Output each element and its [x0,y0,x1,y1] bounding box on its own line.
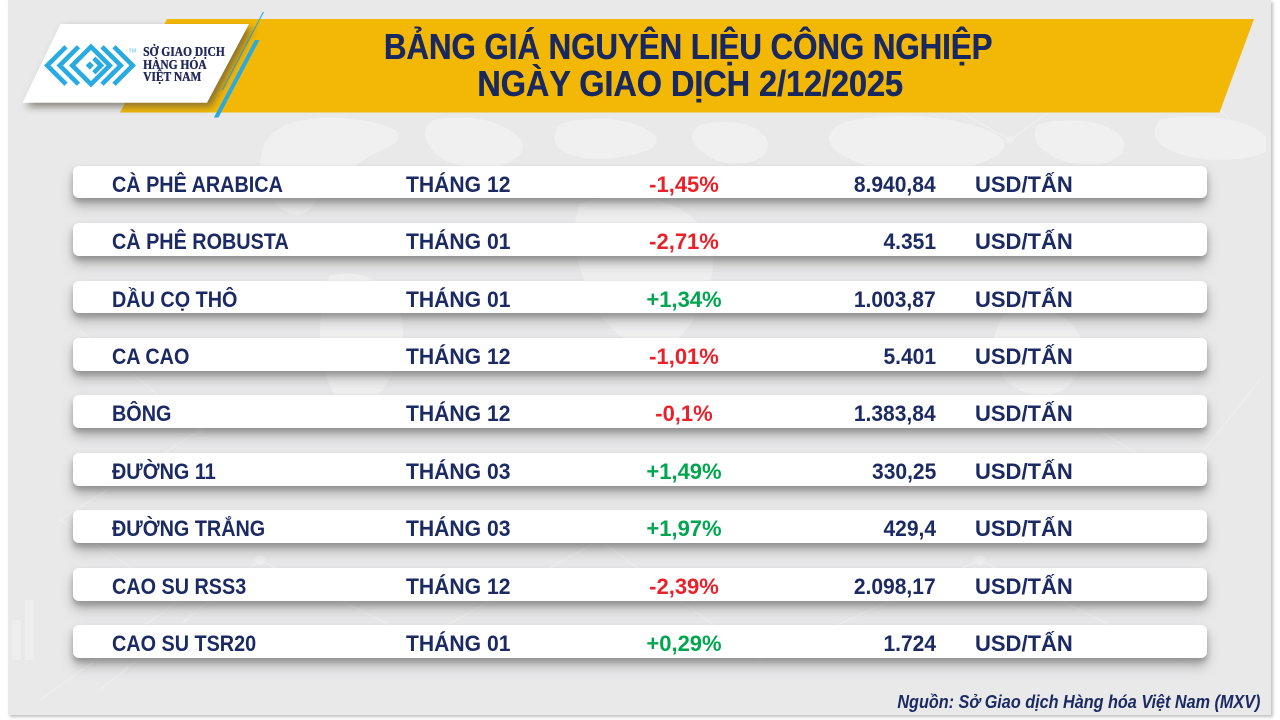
svg-text:TM: TM [129,49,137,55]
